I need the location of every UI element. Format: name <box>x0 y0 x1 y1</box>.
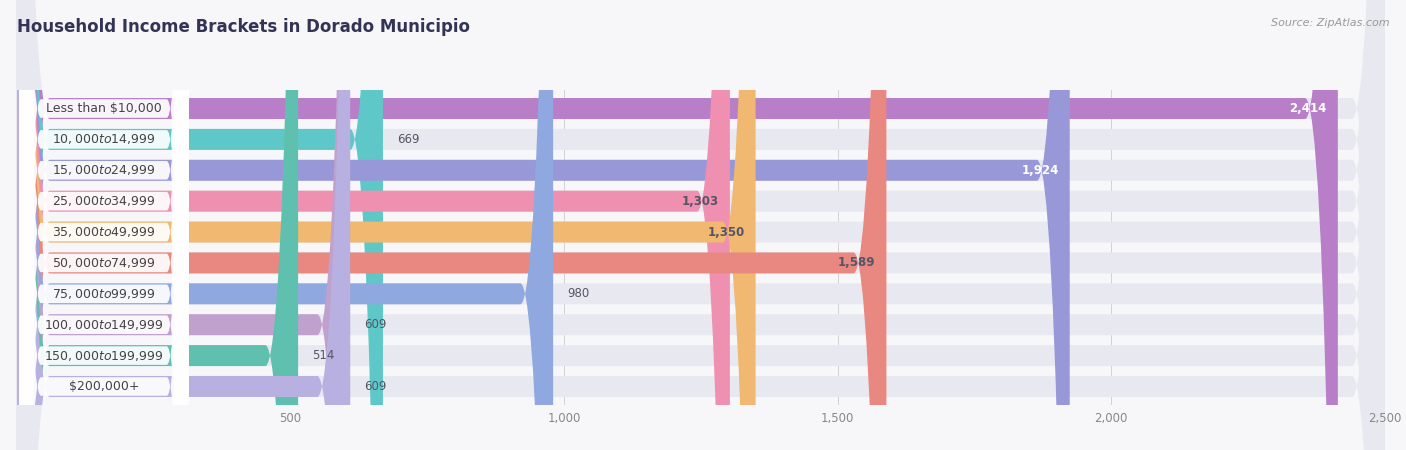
FancyBboxPatch shape <box>17 0 1385 450</box>
Text: $150,000 to $199,999: $150,000 to $199,999 <box>44 349 163 363</box>
FancyBboxPatch shape <box>17 0 730 450</box>
FancyBboxPatch shape <box>20 0 188 450</box>
FancyBboxPatch shape <box>17 0 1385 450</box>
Text: Source: ZipAtlas.com: Source: ZipAtlas.com <box>1271 18 1389 28</box>
FancyBboxPatch shape <box>20 0 188 450</box>
FancyBboxPatch shape <box>20 0 188 450</box>
Text: $50,000 to $74,999: $50,000 to $74,999 <box>52 256 156 270</box>
Text: $100,000 to $149,999: $100,000 to $149,999 <box>44 318 163 332</box>
Text: $15,000 to $24,999: $15,000 to $24,999 <box>52 163 156 177</box>
FancyBboxPatch shape <box>17 0 553 450</box>
FancyBboxPatch shape <box>17 0 755 450</box>
FancyBboxPatch shape <box>17 0 1339 450</box>
FancyBboxPatch shape <box>20 0 188 450</box>
Text: 609: 609 <box>364 318 387 331</box>
FancyBboxPatch shape <box>17 0 350 450</box>
Text: 669: 669 <box>396 133 419 146</box>
Text: $200,000+: $200,000+ <box>69 380 139 393</box>
FancyBboxPatch shape <box>17 0 350 450</box>
Text: $25,000 to $34,999: $25,000 to $34,999 <box>52 194 156 208</box>
Text: 1,303: 1,303 <box>682 195 718 208</box>
Text: $10,000 to $14,999: $10,000 to $14,999 <box>52 132 156 146</box>
Text: $75,000 to $99,999: $75,000 to $99,999 <box>52 287 156 301</box>
Text: 1,924: 1,924 <box>1021 164 1059 177</box>
FancyBboxPatch shape <box>17 0 1385 450</box>
Text: 609: 609 <box>364 380 387 393</box>
FancyBboxPatch shape <box>17 0 1070 450</box>
FancyBboxPatch shape <box>20 0 188 450</box>
FancyBboxPatch shape <box>17 0 1385 450</box>
Text: $35,000 to $49,999: $35,000 to $49,999 <box>52 225 156 239</box>
FancyBboxPatch shape <box>20 0 188 450</box>
FancyBboxPatch shape <box>17 0 382 450</box>
Text: 1,350: 1,350 <box>707 225 745 238</box>
FancyBboxPatch shape <box>20 0 188 450</box>
Text: Household Income Brackets in Dorado Municipio: Household Income Brackets in Dorado Muni… <box>17 18 470 36</box>
FancyBboxPatch shape <box>17 0 1385 450</box>
FancyBboxPatch shape <box>20 0 188 450</box>
Text: Less than $10,000: Less than $10,000 <box>46 102 162 115</box>
FancyBboxPatch shape <box>17 0 1385 450</box>
FancyBboxPatch shape <box>17 0 1385 450</box>
Text: 980: 980 <box>567 287 589 300</box>
FancyBboxPatch shape <box>17 0 886 450</box>
Text: 2,414: 2,414 <box>1289 102 1327 115</box>
FancyBboxPatch shape <box>17 0 1385 450</box>
FancyBboxPatch shape <box>17 0 1385 450</box>
FancyBboxPatch shape <box>17 0 1385 450</box>
Text: 1,589: 1,589 <box>838 256 876 270</box>
Text: 514: 514 <box>312 349 335 362</box>
FancyBboxPatch shape <box>20 0 188 450</box>
FancyBboxPatch shape <box>17 0 298 450</box>
FancyBboxPatch shape <box>20 0 188 450</box>
